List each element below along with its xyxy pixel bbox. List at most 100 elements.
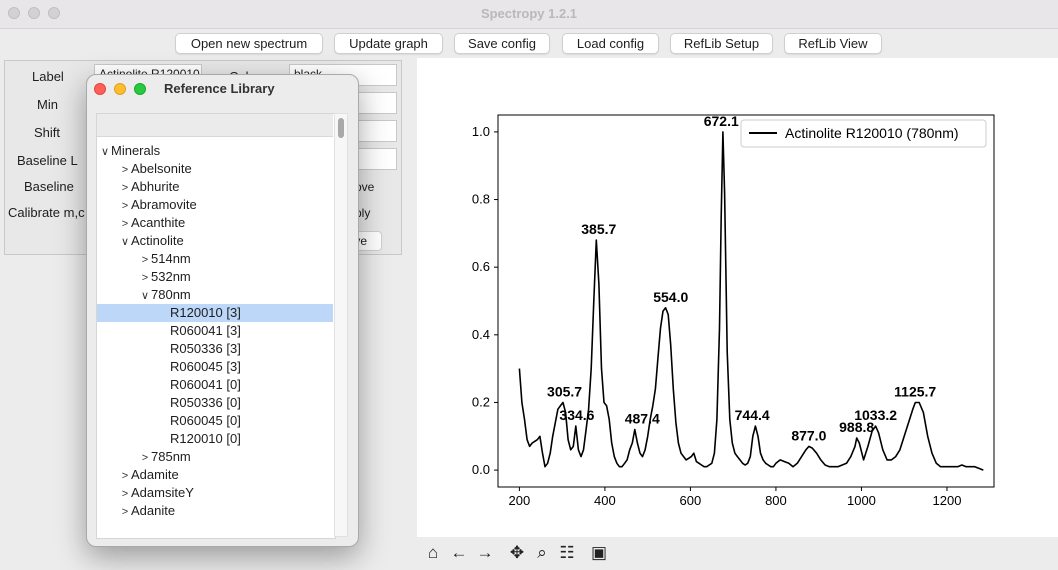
peak-label: 672.1 <box>704 113 739 129</box>
load-config-button[interactable]: Load config <box>562 33 659 54</box>
zoom-icon[interactable]: ⌕ <box>537 543 547 562</box>
tree-row[interactable]: R050336 [3] <box>97 340 333 358</box>
save-figure-icon[interactable]: ▣ <box>590 543 608 562</box>
tree-row[interactable]: > Acanthite <box>97 214 333 232</box>
y-tick-label: 1.0 <box>472 124 490 139</box>
chevron-down-icon[interactable]: ∨ <box>100 146 110 158</box>
tree-row[interactable]: >785nm <box>97 448 333 466</box>
close-window-button[interactable] <box>8 7 20 19</box>
tree-row[interactable]: ∨ Minerals <box>97 142 333 160</box>
tree-row[interactable]: R050336 [0] <box>97 394 333 412</box>
tree-row-label: 532nm <box>151 269 191 284</box>
update-graph-button[interactable]: Update graph <box>334 33 443 54</box>
tree-row-label: R120010 [3] <box>170 305 241 320</box>
tree-row-label: 785nm <box>151 449 191 464</box>
remove-baseline-label[interactable]: ove <box>355 180 375 194</box>
plot-navigation-toolbar <box>417 537 1058 570</box>
chevron-right-icon[interactable]: > <box>141 272 149 284</box>
peak-label: 877.0 <box>791 427 826 443</box>
open-new-spectrum-button[interactable]: Open new spectrum <box>175 33 323 54</box>
tree-row-label: Abelsonite <box>131 161 192 176</box>
configure-subplots-icon[interactable]: ☷ <box>559 543 575 562</box>
tree-row[interactable]: R060045 [3] <box>97 358 333 376</box>
chevron-right-icon[interactable]: > <box>141 452 149 464</box>
tree-row-label: R050336 [0] <box>170 395 241 410</box>
home-icon[interactable]: ⌂ <box>427 543 439 562</box>
dialog-close-button[interactable] <box>94 83 106 95</box>
main-toolbar: Open new spectrum Update graph Save conf… <box>0 28 1058 58</box>
tree-row[interactable]: > Abelsonite <box>97 160 333 178</box>
back-arrow-icon[interactable]: ← <box>450 543 468 562</box>
tree-row[interactable]: R060045 [0] <box>97 412 333 430</box>
calibrate-field-label: Calibrate m,c <box>8 205 85 220</box>
chevron-right-icon[interactable]: > <box>121 488 129 500</box>
y-tick-label: 0.4 <box>472 327 490 342</box>
tree-row[interactable]: > Abramovite <box>97 196 333 214</box>
x-tick-label: 1200 <box>933 493 962 508</box>
tree-row[interactable]: R120010 [3] <box>97 304 333 322</box>
x-tick-label: 600 <box>680 493 702 508</box>
baseline-field-label: Baseline <box>24 179 74 194</box>
chevron-right-icon[interactable]: > <box>121 200 129 212</box>
chevron-right-icon[interactable]: > <box>121 182 129 194</box>
shift-field-label: Shift <box>34 125 61 140</box>
tree-row[interactable]: > Abhurite <box>97 178 333 196</box>
peak-label: 554.0 <box>653 289 688 305</box>
forward-arrow-icon[interactable]: → <box>476 543 494 562</box>
tree-row[interactable]: ∨ 780nm <box>97 286 333 304</box>
spectrum-line <box>518 131 984 471</box>
peak-label: 1125.7 <box>894 383 936 399</box>
chevron-right-icon[interactable]: > <box>121 470 129 482</box>
reflib-setup-button[interactable]: RefLib Setup <box>670 33 773 54</box>
chevron-down-icon[interactable]: ∨ <box>120 236 130 248</box>
peak-label: 305.7 <box>547 383 582 399</box>
dialog-minimize-button[interactable] <box>114 83 126 95</box>
tree-row-label: Adanite <box>131 503 176 518</box>
pan-icon[interactable]: ✥ <box>509 543 525 562</box>
tree-row-label: R060041 [0] <box>170 377 241 392</box>
scrollbar-thumb[interactable] <box>338 118 344 138</box>
dialog-title-bar: Reference Library <box>87 75 358 103</box>
tree-row-label: R060045 [0] <box>170 413 241 428</box>
tree-row[interactable]: ∨ Actinolite <box>97 232 333 250</box>
peak-label: 1033.2 <box>854 407 897 423</box>
tree-row[interactable]: > AdamsiteY <box>97 484 333 502</box>
tree-row-label: Actinolite <box>131 233 184 248</box>
graph-canvas[interactable]: 200 400 600 800 1000 1200 0.0 0.2 0.4 0.6 0.8 1.0 30… <box>417 58 1058 537</box>
peak-label: 744.4 <box>735 407 770 423</box>
zoom-window-button[interactable] <box>48 7 60 19</box>
tree-row-label: Abhurite <box>131 179 180 194</box>
save-config-button[interactable]: Save config <box>454 33 550 54</box>
tree-header <box>97 114 333 137</box>
reference-tree[interactable]: ∨ Minerals > Abelsonite > Abhurite > Abramovite… <box>96 113 336 539</box>
chevron-down-icon[interactable]: ∨ <box>140 290 150 302</box>
tree-row[interactable]: >532nm <box>97 268 333 286</box>
chevron-right-icon[interactable]: > <box>121 164 129 176</box>
minimize-window-button[interactable] <box>28 7 40 19</box>
peak-label: 988.8 <box>839 419 874 435</box>
tree-row-label: Acanthite <box>131 215 186 230</box>
y-tick-label: 0.6 <box>472 259 490 274</box>
reflib-view-button[interactable]: RefLib View <box>784 33 882 54</box>
tree-row-label: R120010 [0] <box>170 431 241 446</box>
tree-row-label: R060041 [3] <box>170 323 241 338</box>
tree-row-label: AdamsiteY <box>131 485 194 500</box>
spectrum-chart[interactable]: 200 400 600 800 1000 1200 0.0 0.2 0.4 0.6 0.8 1.0 30… <box>417 58 1058 537</box>
peak-label: 334.6 <box>559 407 594 423</box>
tree-row[interactable]: R120010 [0] <box>97 430 333 448</box>
tree-row[interactable]: >514nm <box>97 250 333 268</box>
chevron-right-icon[interactable]: > <box>121 218 129 230</box>
tree-row-label: Abramovite <box>131 197 197 212</box>
tree-scrollbar[interactable] <box>334 113 348 537</box>
window-title: Spectropy 1.2.1 <box>480 6 578 21</box>
peak-label: 385.7 <box>581 221 616 237</box>
dialog-zoom-button[interactable] <box>134 83 146 95</box>
tree-row[interactable]: > Adanite <box>97 502 333 520</box>
legend-label: Actinolite R120010 (780nm) <box>785 125 959 141</box>
tree-row[interactable]: > Adamite <box>97 466 333 484</box>
tree-row[interactable]: R060041 [0] <box>97 376 333 394</box>
tree-row[interactable]: R060041 [3] <box>97 322 333 340</box>
chevron-right-icon[interactable]: > <box>121 506 129 518</box>
chevron-right-icon[interactable]: > <box>141 254 149 266</box>
x-tick-label: 1000 <box>847 493 876 508</box>
